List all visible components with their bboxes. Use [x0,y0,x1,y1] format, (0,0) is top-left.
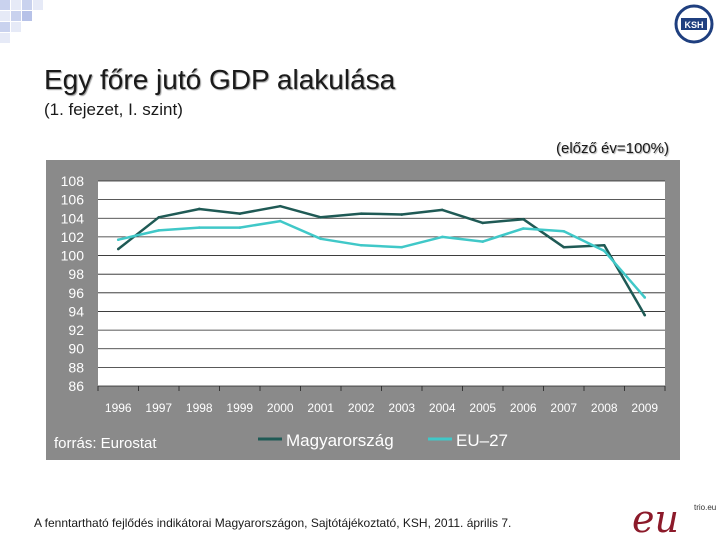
data-point [359,212,363,215]
x-tick-label: 2006 [510,401,537,415]
data-point [197,226,201,229]
x-tick-label: 2009 [631,401,658,415]
x-tick-label: 1996 [105,401,132,415]
y-tick-label: 100 [61,248,85,264]
eu-logo: eu trio.eu [632,497,716,540]
x-tick-label: 2005 [469,401,496,415]
data-point [116,238,120,242]
data-point [643,313,647,317]
y-tick-label: 88 [68,359,84,375]
data-point [278,219,282,223]
data-point [481,240,485,243]
x-tick-label: 2004 [429,401,456,415]
data-point [157,216,161,219]
x-tick-label: 2002 [348,401,375,415]
eu-logo-small-text: trio.eu [694,503,716,512]
y-tick-label: 98 [68,266,84,282]
x-tick-label: 2003 [388,401,415,415]
data-point [562,245,566,249]
data-point [521,217,525,221]
data-point [440,235,444,239]
y-tick-label: 94 [68,303,84,319]
data-point [481,221,485,225]
data-point [238,212,242,215]
data-point [643,296,647,299]
data-point [602,249,606,253]
y-tick-label: 92 [68,322,84,338]
unit-note: (előző év=100%) [556,140,669,157]
slide-title: Egy főre jutó GDP alakulása [44,64,396,95]
x-tick-label: 1999 [226,401,253,415]
ksh-logo-text: KSH [684,20,703,30]
gdp-line-chart: 108 106 104 102 100 98 96 94 92 90 88 86 1996 1997 199… [61,173,666,450]
data-point [197,207,201,211]
data-point [319,237,323,241]
eu-logo-text: eu [632,497,679,540]
data-point [359,243,363,247]
source-label: forrás: Eurostat [54,435,157,452]
x-tick-label: 2008 [591,401,618,415]
decorative-squares [0,0,43,43]
data-point [157,229,161,232]
x-tick-label: 1998 [186,401,213,415]
data-point [278,204,282,208]
data-point [440,208,444,212]
y-tick-label: 102 [61,229,85,245]
series-line-1 [117,204,646,316]
slide-subtitle: (1. fejezet, I. szint) [44,100,183,119]
ksh-logo: KSH [674,4,714,44]
legend-label-1: Magyarország [286,431,394,450]
data-point [521,227,525,230]
x-tick-label: 2000 [267,401,294,415]
data-point [602,243,606,247]
y-tick-label: 106 [61,192,85,208]
data-point [319,216,323,219]
data-point [562,230,566,233]
footer-citation: A fenntartható fejlődés indikátorai Magy… [34,516,512,530]
x-tick-label: 1997 [145,401,172,415]
chart-panel: 108 106 104 102 100 98 96 94 92 90 88 86 1996 1997 199… [46,160,680,460]
legend-label-2: EU–27 [456,431,508,450]
y-tick-label: 90 [68,341,84,357]
y-tick-label: 104 [61,210,85,226]
y-tick-label: 86 [68,378,84,394]
y-tick-label: 96 [68,285,84,301]
series-line-2 [118,219,646,299]
data-point [116,247,120,251]
data-point [238,226,242,229]
x-tick-label: 2007 [550,401,577,415]
data-point [400,213,404,216]
x-tick-label: 2001 [307,401,334,415]
data-point [400,245,404,249]
y-tick-label: 108 [61,173,85,189]
